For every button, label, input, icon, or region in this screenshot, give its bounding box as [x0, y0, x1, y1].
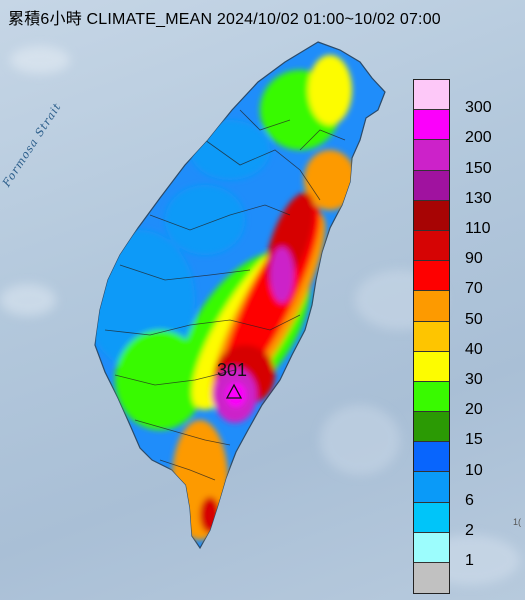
legend-swatch [414, 532, 449, 563]
legend-swatch [414, 230, 449, 262]
edge-text: 1( [513, 517, 522, 527]
legend-swatch [414, 291, 449, 322]
legend-level-label: 70 [465, 280, 483, 298]
legend-swatch [414, 321, 449, 352]
legend-level-label: 110 [465, 219, 491, 237]
peak-value-label: 301 [217, 360, 248, 380]
legend-swatch [414, 200, 449, 231]
color-legend [413, 79, 450, 595]
legend-level-label: 40 [465, 340, 483, 358]
legend-swatch [414, 442, 449, 473]
legend-level-label: 90 [465, 250, 483, 268]
legend-level-label: 200 [465, 129, 492, 147]
legend-swatch [414, 502, 449, 533]
legend-level-label: 1 [465, 552, 474, 570]
legend-swatch [414, 472, 449, 503]
legend-level-label: 10 [465, 461, 483, 479]
legend-level-label: 50 [465, 310, 483, 328]
legend-swatch [414, 261, 449, 292]
legend-swatch [414, 170, 449, 201]
legend-level-label: 130 [465, 189, 492, 207]
legend-level-label: 15 [465, 431, 483, 449]
map-title: 累積6小時 CLIMATE_MEAN 2024/10/02 01:00~10/0… [8, 11, 441, 28]
county-boundaries [104, 109, 346, 481]
legend-level-label: 150 [465, 159, 492, 177]
legend-level-label: 30 [465, 370, 483, 388]
legend-swatch [414, 351, 449, 382]
triangle-icon [225, 383, 243, 399]
legend-level-label: 300 [465, 99, 492, 117]
legend-swatch [414, 80, 449, 111]
legend-swatch [414, 140, 449, 171]
legend-level-label: 6 [465, 491, 474, 509]
legend-swatch [414, 110, 449, 141]
legend-swatch [414, 412, 449, 443]
rainfall-field [95, 55, 356, 540]
legend-level-label: 20 [465, 401, 483, 419]
legend-swatch [414, 381, 449, 413]
legend-level-label: 2 [465, 521, 474, 539]
legend-swatch [414, 563, 449, 594]
